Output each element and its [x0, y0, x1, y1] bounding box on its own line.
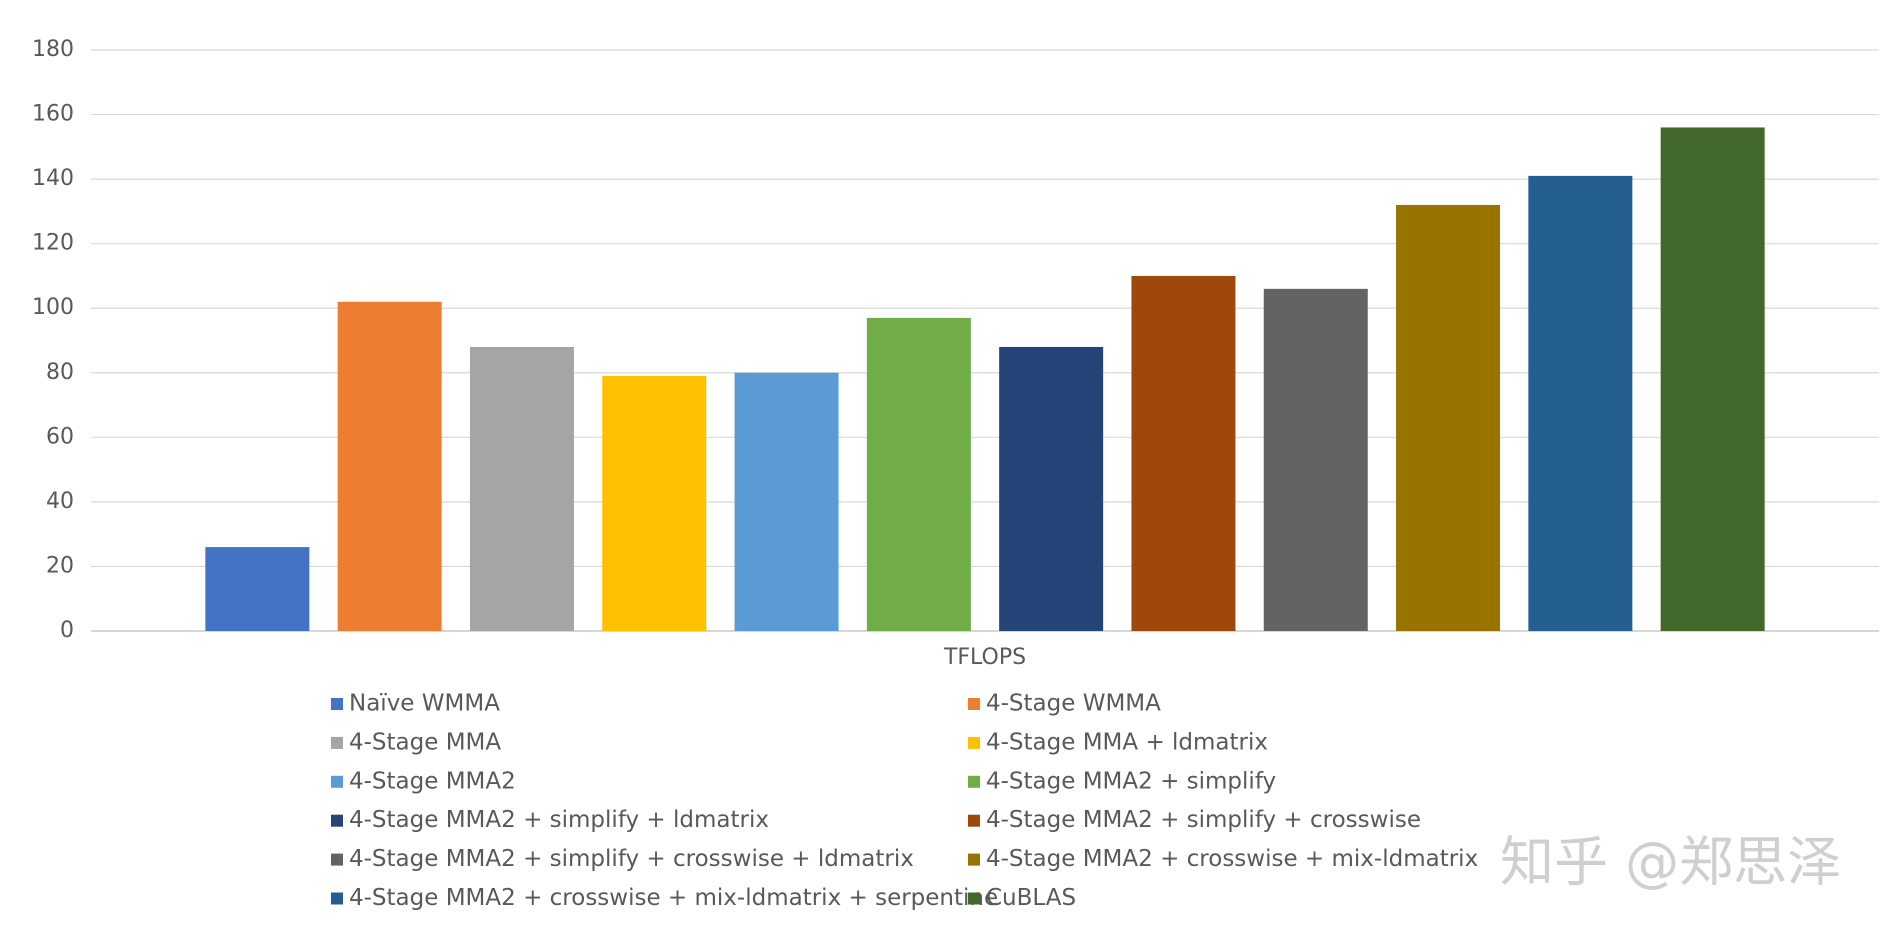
bar [205, 547, 310, 631]
bar [866, 317, 971, 631]
legend-label: 4-Stage MMA2 + simplify + ldmatrix [349, 807, 769, 833]
legend-swatch [968, 853, 980, 866]
y-tick-label: 0 [60, 618, 74, 643]
legend-label: Naïve WMMA [349, 691, 500, 717]
bar [999, 346, 1104, 631]
y-tick-label: 40 [46, 489, 74, 514]
legend-swatch [331, 736, 343, 749]
legend-label: CuBLAS [986, 885, 1076, 911]
y-tick-label: 120 [32, 231, 74, 256]
legend-label: 4-Stage MMA + ldmatrix [986, 729, 1268, 755]
legend-label: 4-Stage MMA2 + crosswise + mix-ldmatrix … [349, 885, 998, 911]
bar [469, 346, 574, 631]
legend-label: 4-Stage MMA2 [349, 768, 516, 794]
legend-label: 4-Stage WMMA [986, 691, 1161, 717]
legend-label: 4-Stage MMA2 + simplify + crosswise + ld… [349, 846, 914, 872]
bar [602, 376, 707, 631]
y-tick-label: 60 [46, 424, 74, 449]
legend-label: 4-Stage MMA [349, 729, 501, 755]
legend-swatch [968, 736, 980, 749]
legend-swatch [331, 814, 343, 827]
y-tick-label: 100 [32, 295, 74, 320]
legend-swatch [968, 775, 980, 788]
legend-swatch [968, 814, 980, 827]
legend-swatch [331, 775, 343, 788]
legend-label: 4-Stage MMA2 + crosswise + mix-ldmatrix [986, 846, 1478, 872]
y-tick-label: 80 [46, 360, 74, 385]
y-tick-label: 160 [32, 102, 74, 127]
legend-swatch [968, 698, 980, 710]
legend-swatch [331, 853, 343, 866]
y-tick-label: 140 [32, 166, 74, 191]
y-tick-label: 180 [32, 37, 74, 62]
watermark: 知乎 @郑思泽 [1500, 831, 1841, 894]
bar [1528, 175, 1633, 631]
legend-swatch [331, 892, 343, 905]
bar [1660, 127, 1765, 631]
bar [337, 301, 442, 631]
bar [1131, 275, 1236, 631]
legend-swatch [968, 892, 980, 905]
bar [734, 372, 839, 631]
y-tick-label: 20 [46, 553, 74, 578]
x-tick-label: TFLOPS [943, 645, 1026, 670]
legend-label: 4-Stage MMA2 + simplify [986, 768, 1276, 794]
legend-swatch [331, 698, 343, 710]
bar [1263, 288, 1368, 631]
bar [1396, 204, 1501, 631]
legend-label: 4-Stage MMA2 + simplify + crosswise [986, 807, 1421, 833]
